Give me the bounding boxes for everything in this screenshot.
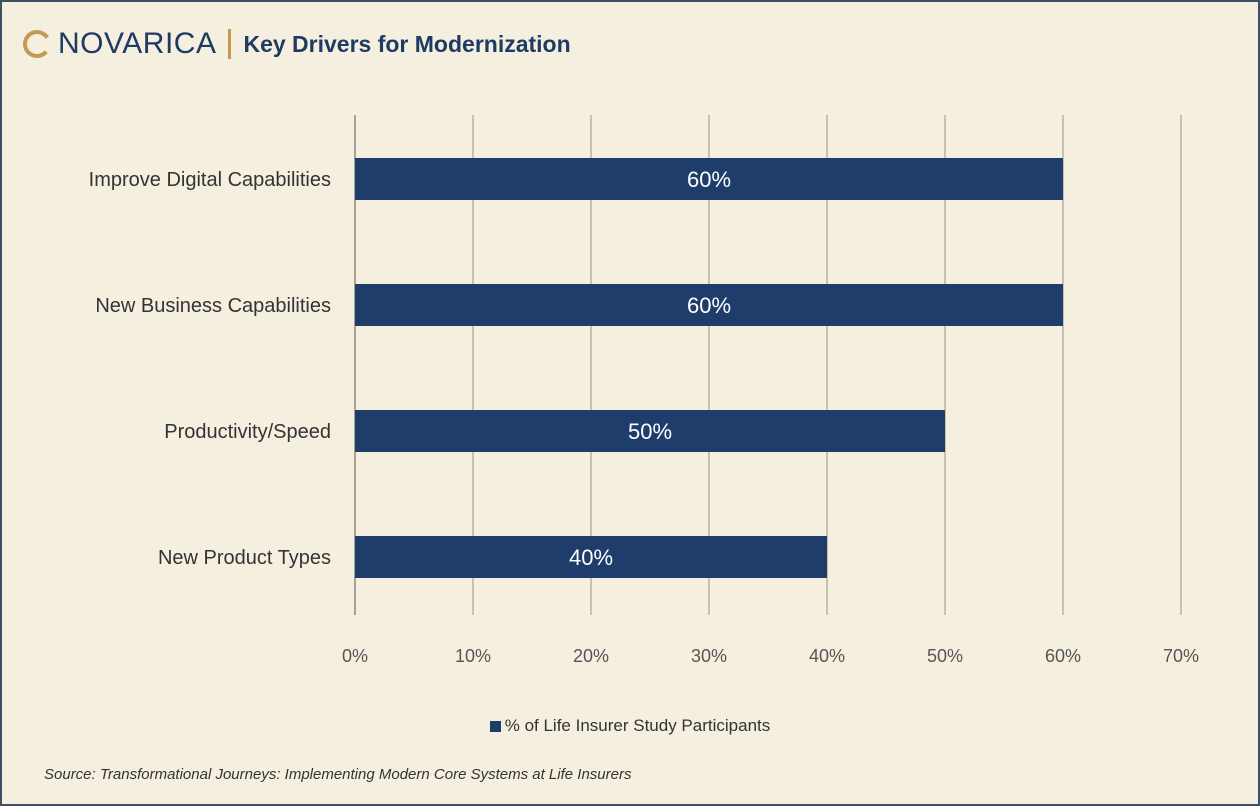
novarica-logo-icon — [20, 27, 54, 61]
category-label: New Business Capabilities — [95, 295, 331, 317]
data-label: 60% — [687, 167, 731, 192]
x-tick-label: 10% — [455, 646, 491, 666]
bar — [355, 536, 827, 578]
x-tick-label: 30% — [691, 646, 727, 666]
bar — [355, 158, 1063, 200]
x-tick-label: 20% — [573, 646, 609, 666]
data-label: 60% — [687, 293, 731, 318]
header: NOVARICA Key Drivers for Modernization — [20, 22, 571, 66]
category-label: New Product Types — [158, 547, 331, 569]
legend: % of Life Insurer Study Participants — [0, 716, 1260, 736]
legend-swatch — [489, 720, 501, 732]
source-note: Source: Transformational Journeys: Imple… — [44, 766, 632, 783]
x-tick-label: 60% — [1045, 646, 1081, 666]
bar — [355, 410, 945, 452]
category-label: Productivity/Speed — [164, 421, 331, 443]
logo-divider — [228, 29, 232, 59]
data-label: 50% — [628, 419, 672, 444]
category-label: Improve Digital Capabilities — [89, 169, 331, 191]
legend-label: % of Life Insurer Study Participants — [504, 716, 771, 735]
chart-title: Key Drivers for Modernization — [243, 30, 571, 57]
data-label: 40% — [569, 545, 613, 570]
x-tick-label: 0% — [342, 646, 368, 666]
x-tick-label: 50% — [927, 646, 963, 666]
logo-text: NOVARICA — [58, 27, 217, 60]
x-tick-label: 40% — [809, 646, 845, 666]
x-tick-label: 70% — [1163, 646, 1199, 666]
bar — [355, 284, 1063, 326]
